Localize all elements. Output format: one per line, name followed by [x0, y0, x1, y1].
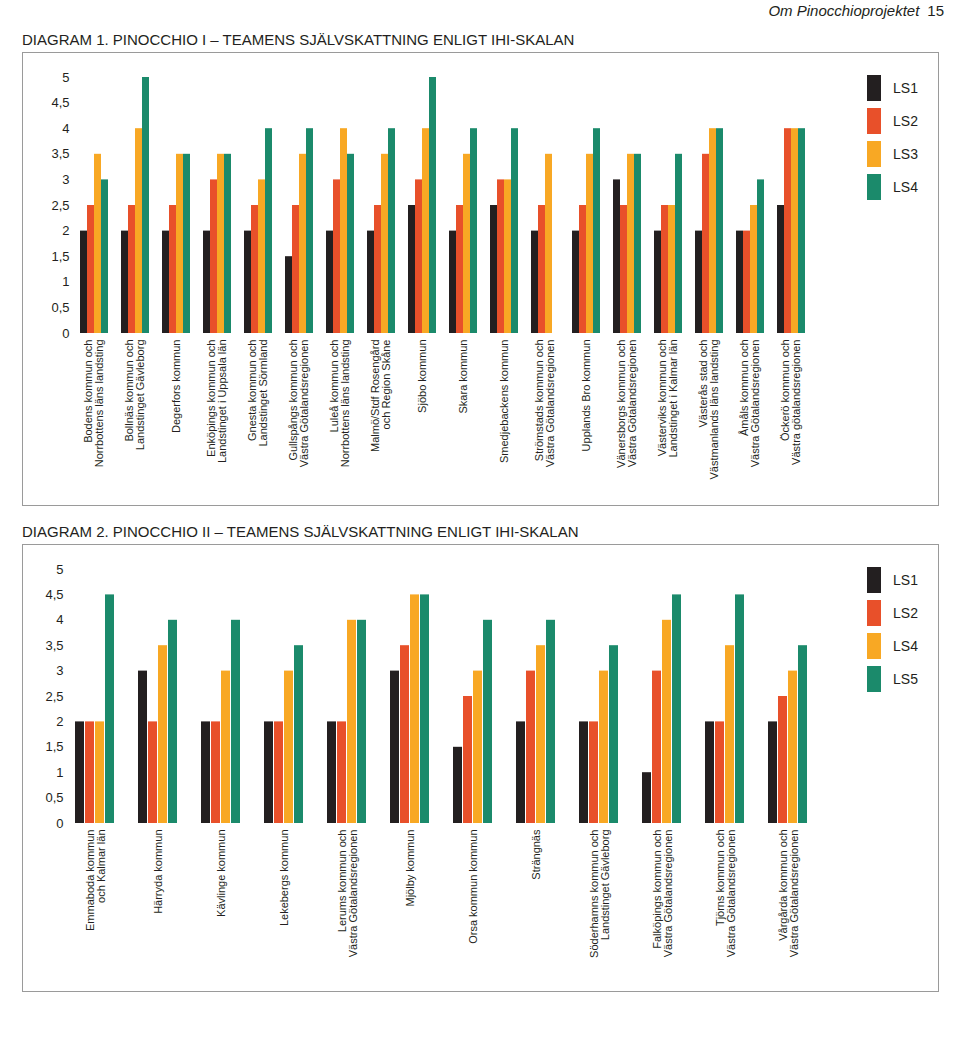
svg-text:Upplands Bro kommun: Upplands Bro kommun — [580, 340, 592, 452]
svg-text:3,5: 3,5 — [51, 146, 69, 161]
svg-text:2: 2 — [56, 714, 63, 729]
html-text:LS1: LS1 — [893, 79, 918, 96]
html-text:LS4: LS4 — [893, 637, 918, 654]
html-text:15: 15 — [927, 2, 944, 19]
svg-text:Luleå kommun ochNorrbottens lä: Luleå kommun ochNorrbottens läns landsti… — [328, 340, 351, 468]
svg-text:Sjöbo kommun: Sjöbo kommun — [416, 340, 428, 413]
svg-text:Bollnäs kommun ochLandstinget: Bollnäs kommun ochLandstinget Gävleborg — [123, 340, 146, 451]
html-text:LS2: LS2 — [893, 604, 918, 621]
svg-text:0: 0 — [62, 326, 69, 341]
svg-text:Vänersborgs kommun ochVästra G: Vänersborgs kommun ochVästra Götalandsre… — [615, 340, 638, 468]
svg-text:2,5: 2,5 — [51, 198, 69, 213]
svg-text:Strömstads kommun ochVästra Gö: Strömstads kommun ochVästra Götalandsreg… — [533, 340, 556, 468]
svg-text:4: 4 — [56, 612, 63, 627]
svg-text:Söderhamns kommun ochLandsting: Söderhamns kommun ochLandstinget Gävlebo… — [588, 830, 611, 958]
svg-text:5: 5 — [56, 562, 63, 577]
svg-text:2,5: 2,5 — [45, 689, 63, 704]
html-text:LS4: LS4 — [893, 178, 918, 195]
svg-text:4: 4 — [62, 121, 69, 136]
svg-text:Orsa kommun kommun: Orsa kommun kommun — [467, 830, 479, 944]
svg-text:Tjörns kommun ochVästra Götala: Tjörns kommun ochVästra Götalandsregione… — [714, 830, 737, 958]
svg-text:3: 3 — [62, 172, 69, 187]
svg-text:Öckerö kommun ochVästra götala: Öckerö kommun ochVästra götalandsregione… — [779, 340, 802, 465]
svg-text:4,5: 4,5 — [45, 587, 63, 602]
svg-text:1: 1 — [62, 274, 69, 289]
html-text:DIAGRAM 1. PINOCCHIO I – TEAME: DIAGRAM 1. PINOCCHIO I – TEAMENS SJÄLVSK… — [22, 31, 575, 48]
svg-text:0: 0 — [56, 816, 63, 831]
svg-text:Enköpings kommun ochLandstinge: Enköpings kommun ochLandstinget i Uppsal… — [205, 340, 228, 464]
html-text:DIAGRAM 2. PINOCCHIO II – TEAM: DIAGRAM 2. PINOCCHIO II – TEAMENS SJÄLVS… — [22, 523, 579, 540]
svg-text:0,5: 0,5 — [45, 790, 63, 805]
svg-text:Mjölby kommun: Mjölby kommun — [404, 830, 416, 907]
svg-text:Västerviks kommun ochLandsting: Västerviks kommun ochLandstinget i Kalma… — [656, 340, 679, 458]
html-text:Om Pinocchioprojektet: Om Pinocchioprojektet — [768, 2, 920, 19]
svg-text:4,5: 4,5 — [51, 95, 69, 110]
html-text:LS2: LS2 — [893, 112, 918, 129]
svg-text:Åmåls kommun ochVästra Götalan: Åmåls kommun ochVästra Götalandsregionen — [738, 340, 761, 468]
svg-text:Degerfors kommun: Degerfors kommun — [170, 340, 182, 434]
svg-text:Lekebergs kommun: Lekebergs kommun — [278, 830, 290, 927]
svg-text:Smedjebackens kommun: Smedjebackens kommun — [498, 340, 510, 464]
svg-text:1: 1 — [56, 765, 63, 780]
svg-text:1,5: 1,5 — [45, 739, 63, 754]
svg-text:Bodens kommun ochNorrbottens l: Bodens kommun ochNorrbottens läns landst… — [82, 340, 105, 468]
svg-text:Falköpings kommun ochVästra Gö: Falköpings kommun ochVästra Götalandsreg… — [651, 830, 674, 958]
svg-text:Vårgårda kommun ochVästra Göta: Vårgårda kommun ochVästra Götalandsregio… — [777, 830, 800, 958]
svg-text:Malmö/Stdf Rosengårdoch Region: Malmö/Stdf Rosengårdoch Region Skåne — [369, 340, 392, 453]
svg-text:0,5: 0,5 — [51, 300, 69, 315]
svg-text:Härryda kommun: Härryda kommun — [152, 830, 164, 914]
svg-text:Gnesta kommun ochLandstinget S: Gnesta kommun ochLandstinget Sörmland — [246, 340, 269, 447]
svg-text:2: 2 — [62, 223, 69, 238]
svg-text:3,5: 3,5 — [45, 638, 63, 653]
svg-text:Emmaboda kommunoch Kalmar län: Emmaboda kommunoch Kalmar län — [84, 830, 107, 932]
svg-text:Lerums kommun ochVästra Götala: Lerums kommun ochVästra Götalandsregione… — [336, 830, 359, 958]
html-text:LS5: LS5 — [893, 670, 918, 687]
html-text:LS1: LS1 — [893, 571, 918, 588]
svg-text:Strängnäs: Strängnäs — [530, 829, 542, 880]
svg-text:3: 3 — [56, 663, 63, 678]
svg-text:Gullspångs kommun ochVästra Gö: Gullspångs kommun ochVästra Götalandsreg… — [287, 340, 310, 468]
svg-text:Västerås stad ochVästmanlands: Västerås stad ochVästmanlands läns lands… — [697, 340, 720, 480]
svg-text:5: 5 — [62, 70, 69, 85]
svg-text:Kävlinge kommun: Kävlinge kommun — [215, 830, 227, 917]
html-text:LS3: LS3 — [893, 145, 918, 162]
svg-text:Skara kommun: Skara kommun — [457, 340, 469, 414]
svg-text:1,5: 1,5 — [51, 249, 69, 264]
